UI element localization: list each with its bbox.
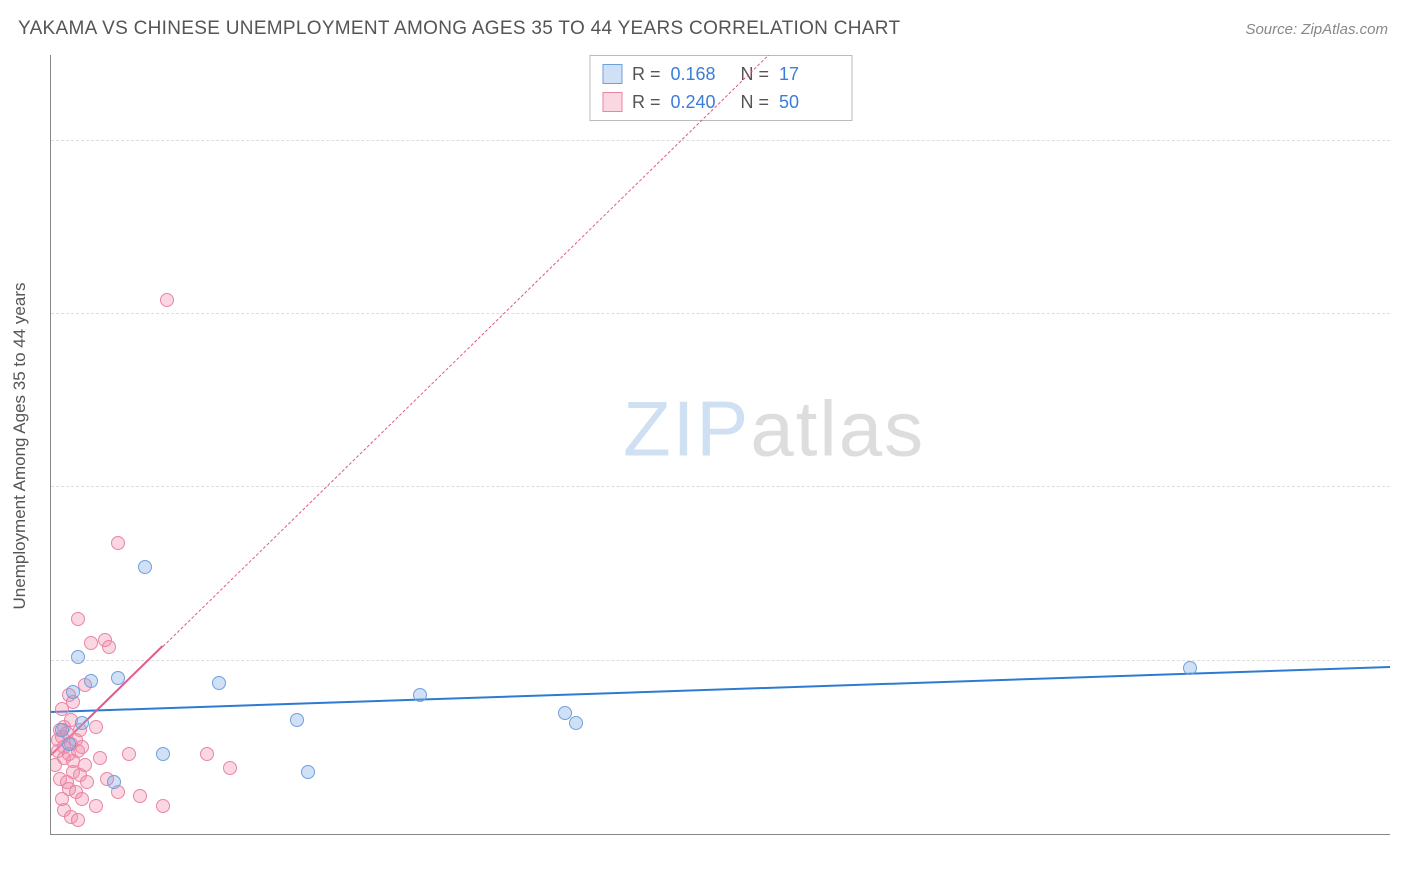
- x-tick: [587, 834, 588, 835]
- trend-line: [162, 55, 770, 647]
- chinese-swatch-icon: [602, 92, 622, 112]
- data-point: [78, 758, 92, 772]
- data-point: [89, 799, 103, 813]
- yakama-r-value: 0.168: [671, 60, 731, 88]
- data-point: [111, 671, 125, 685]
- chinese-n-value: 50: [779, 88, 839, 116]
- data-point: [223, 761, 237, 775]
- data-point: [290, 713, 304, 727]
- data-point: [71, 813, 85, 827]
- x-tick: [51, 834, 52, 835]
- n-label: N =: [741, 88, 770, 116]
- data-point: [107, 775, 121, 789]
- watermark: ZIPatlas: [623, 383, 925, 474]
- data-point: [212, 676, 226, 690]
- data-point: [75, 716, 89, 730]
- data-point: [66, 685, 80, 699]
- data-point: [75, 740, 89, 754]
- data-point: [84, 674, 98, 688]
- x-tick: [855, 834, 856, 835]
- x-tick: [319, 834, 320, 835]
- data-point: [71, 650, 85, 664]
- source-label: Source: ZipAtlas.com: [1245, 21, 1388, 38]
- yakama-swatch-icon: [602, 64, 622, 84]
- data-point: [156, 747, 170, 761]
- gridline: [51, 313, 1390, 314]
- data-point: [71, 612, 85, 626]
- r-label: R =: [632, 60, 661, 88]
- data-point: [102, 640, 116, 654]
- title-bar: YAKAMA VS CHINESE UNEMPLOYMENT AMONG AGE…: [18, 18, 1388, 40]
- data-point: [122, 747, 136, 761]
- data-point: [413, 688, 427, 702]
- y-axis-title: Unemployment Among Ages 35 to 44 years: [10, 283, 30, 610]
- data-point: [89, 720, 103, 734]
- data-point: [80, 775, 94, 789]
- correlation-legend: R = 0.168 N = 17 R = 0.240 N = 50: [589, 55, 852, 121]
- watermark-zip: ZIP: [623, 384, 750, 472]
- data-point: [138, 560, 152, 574]
- data-point: [75, 792, 89, 806]
- n-label: N =: [741, 60, 770, 88]
- data-point: [569, 716, 583, 730]
- chinese-r-value: 0.240: [671, 88, 731, 116]
- data-point: [55, 723, 69, 737]
- data-point: [133, 789, 147, 803]
- data-point: [160, 293, 174, 307]
- r-label: R =: [632, 88, 661, 116]
- data-point: [301, 765, 315, 779]
- data-point: [111, 536, 125, 550]
- watermark-atlas: atlas: [750, 384, 925, 472]
- data-point: [84, 636, 98, 650]
- data-point: [156, 799, 170, 813]
- x-tick: [1123, 834, 1124, 835]
- data-point: [93, 751, 107, 765]
- data-point: [62, 737, 76, 751]
- gridline: [51, 140, 1390, 141]
- scatter-plot: ZIPatlas R = 0.168 N = 17 R = 0.240 N = …: [50, 55, 1390, 835]
- yakama-n-value: 17: [779, 60, 839, 88]
- legend-row-yakama: R = 0.168 N = 17: [602, 60, 839, 88]
- gridline: [51, 486, 1390, 487]
- chart-title: YAKAMA VS CHINESE UNEMPLOYMENT AMONG AGE…: [18, 18, 900, 40]
- data-point: [1183, 661, 1197, 675]
- data-point: [200, 747, 214, 761]
